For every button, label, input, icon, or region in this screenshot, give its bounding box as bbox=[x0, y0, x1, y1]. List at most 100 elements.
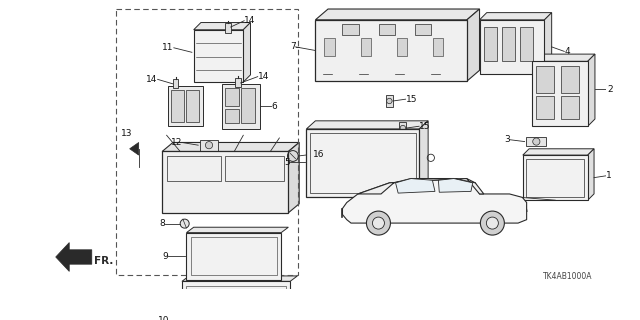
Bar bbox=[433, 38, 444, 56]
Ellipse shape bbox=[268, 188, 282, 205]
Polygon shape bbox=[532, 54, 595, 61]
Bar bbox=[186, 90, 199, 122]
Text: 14: 14 bbox=[244, 16, 255, 25]
Text: 5: 5 bbox=[284, 158, 290, 167]
Bar bbox=[225, 109, 239, 123]
Text: 10: 10 bbox=[158, 316, 170, 320]
Text: 8: 8 bbox=[159, 219, 165, 228]
Bar bbox=[173, 79, 179, 88]
Bar bbox=[561, 96, 579, 119]
Bar bbox=[324, 38, 335, 56]
Ellipse shape bbox=[536, 167, 574, 192]
Ellipse shape bbox=[318, 144, 364, 182]
Polygon shape bbox=[56, 243, 92, 271]
Bar bbox=[532, 61, 588, 126]
Circle shape bbox=[486, 217, 499, 229]
Bar bbox=[484, 27, 497, 61]
Text: 9: 9 bbox=[163, 252, 168, 260]
Polygon shape bbox=[342, 179, 527, 223]
Bar bbox=[310, 132, 415, 193]
Bar bbox=[397, 38, 408, 56]
Bar bbox=[200, 140, 218, 151]
Polygon shape bbox=[243, 22, 250, 82]
Bar bbox=[415, 24, 431, 35]
Bar bbox=[166, 156, 221, 181]
Circle shape bbox=[481, 211, 504, 235]
Bar bbox=[186, 233, 281, 280]
Polygon shape bbox=[162, 142, 299, 151]
Polygon shape bbox=[396, 179, 435, 193]
Bar bbox=[194, 30, 243, 82]
Bar bbox=[168, 86, 203, 126]
Text: 15: 15 bbox=[419, 122, 431, 131]
Bar bbox=[523, 155, 588, 200]
Bar bbox=[479, 20, 545, 74]
Bar bbox=[307, 129, 419, 196]
Circle shape bbox=[372, 217, 385, 229]
Text: 6: 6 bbox=[271, 102, 277, 111]
Bar bbox=[527, 137, 547, 146]
Bar bbox=[536, 96, 554, 119]
Polygon shape bbox=[307, 121, 428, 129]
Text: 14: 14 bbox=[146, 75, 157, 84]
Bar bbox=[399, 122, 406, 134]
Bar bbox=[186, 286, 285, 317]
Text: TK4AB1000A: TK4AB1000A bbox=[543, 272, 592, 281]
Polygon shape bbox=[316, 9, 479, 20]
Bar bbox=[235, 78, 241, 87]
Bar bbox=[520, 27, 532, 61]
Ellipse shape bbox=[173, 188, 208, 205]
Text: FR.: FR. bbox=[93, 257, 113, 267]
Ellipse shape bbox=[216, 290, 266, 312]
Bar bbox=[386, 95, 393, 107]
Bar bbox=[162, 151, 289, 213]
Bar bbox=[316, 20, 467, 81]
Circle shape bbox=[205, 141, 212, 149]
Text: 3: 3 bbox=[504, 135, 510, 144]
Circle shape bbox=[367, 211, 390, 235]
Bar bbox=[191, 237, 276, 275]
Polygon shape bbox=[130, 142, 139, 155]
Text: 14: 14 bbox=[258, 72, 269, 81]
Circle shape bbox=[180, 219, 189, 228]
Bar bbox=[225, 156, 284, 181]
Polygon shape bbox=[358, 179, 484, 194]
Ellipse shape bbox=[244, 243, 269, 270]
Polygon shape bbox=[479, 12, 552, 20]
Polygon shape bbox=[182, 276, 298, 281]
Polygon shape bbox=[545, 12, 552, 74]
Text: 1: 1 bbox=[606, 171, 611, 180]
Polygon shape bbox=[438, 179, 473, 192]
Polygon shape bbox=[588, 54, 595, 126]
Text: 16: 16 bbox=[313, 150, 324, 159]
Bar bbox=[186, 314, 193, 320]
Text: 7: 7 bbox=[290, 42, 296, 52]
Text: 12: 12 bbox=[171, 138, 182, 147]
Bar bbox=[241, 88, 255, 123]
Bar bbox=[536, 66, 554, 93]
Bar bbox=[182, 281, 290, 320]
Polygon shape bbox=[289, 142, 299, 213]
Text: 2: 2 bbox=[607, 85, 613, 94]
Text: 13: 13 bbox=[121, 129, 132, 138]
Polygon shape bbox=[419, 121, 428, 196]
Bar bbox=[527, 159, 584, 196]
Ellipse shape bbox=[367, 144, 412, 182]
Bar bbox=[360, 38, 371, 56]
Ellipse shape bbox=[199, 243, 237, 270]
Bar bbox=[171, 90, 184, 122]
Polygon shape bbox=[523, 149, 594, 155]
Bar bbox=[378, 24, 395, 35]
Polygon shape bbox=[467, 9, 479, 81]
Polygon shape bbox=[588, 149, 594, 200]
Text: 15: 15 bbox=[406, 95, 417, 104]
Bar bbox=[561, 66, 579, 93]
Circle shape bbox=[400, 125, 406, 131]
Bar bbox=[342, 24, 358, 35]
Ellipse shape bbox=[222, 188, 257, 205]
Bar bbox=[116, 9, 298, 275]
Circle shape bbox=[532, 138, 540, 145]
Bar bbox=[221, 84, 259, 129]
Polygon shape bbox=[194, 22, 250, 30]
Bar bbox=[502, 27, 515, 61]
